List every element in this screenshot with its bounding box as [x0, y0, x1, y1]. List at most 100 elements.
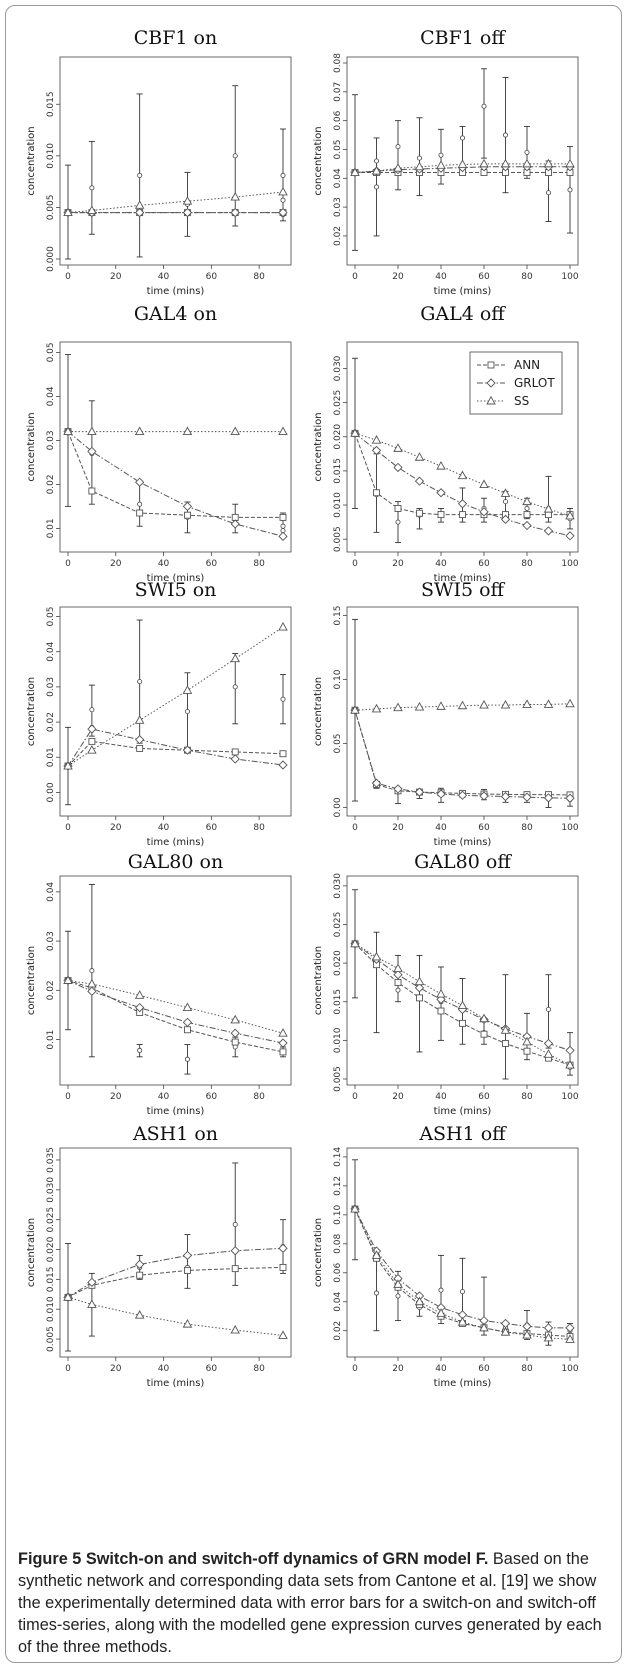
- series-marker-ss: [63, 1292, 73, 1301]
- y-tick-label: 0.05: [333, 139, 343, 159]
- y-tick-label: 0.08: [333, 53, 343, 73]
- series-marker-grlot: [457, 790, 468, 800]
- figure-frame: [5, 5, 622, 1663]
- legend-label: SS: [514, 394, 529, 408]
- y-axis-label: concentration: [26, 126, 37, 195]
- series-line-ann: [354, 433, 570, 516]
- series-marker-grlot: [414, 787, 425, 797]
- subplot-title: CBF1 off: [420, 27, 506, 49]
- series-marker-ss: [414, 161, 425, 171]
- x-tick-label: 80: [253, 823, 265, 833]
- series-marker-ann: [437, 1007, 445, 1015]
- series-marker-ss: [436, 1308, 446, 1317]
- observed-point: [395, 1293, 401, 1299]
- series-marker-ss: [393, 163, 403, 172]
- y-tick-label: 0.04: [333, 168, 343, 188]
- y-axis-label: concentration: [26, 946, 37, 1015]
- series-marker-ann: [459, 1019, 466, 1027]
- y-tick-label: 0.12: [333, 1176, 343, 1196]
- x-tick-label: 40: [158, 823, 170, 833]
- observed-point: [184, 1056, 190, 1062]
- x-tick-label: 0: [65, 559, 71, 569]
- series-line-ann: [67, 980, 284, 1053]
- series-marker-grlot: [230, 1028, 240, 1038]
- series-line-ss: [67, 1296, 284, 1336]
- observed-point: [280, 696, 286, 702]
- series-marker-ss: [87, 205, 97, 214]
- series-marker-ss: [63, 426, 73, 436]
- observed-point: [438, 1287, 444, 1293]
- y-tick-label: 0.04: [46, 882, 56, 902]
- subplot-ash1-off: ASH1 off 0 20 40 60 80 100 time (mins) 0.02 0.04 0…: [313, 1123, 579, 1389]
- series-marker-ss: [230, 653, 240, 663]
- y-tick-label: 0.00: [46, 782, 56, 802]
- series-marker-grlot: [500, 791, 511, 802]
- series-marker-ss: [371, 165, 382, 175]
- series-marker-ss: [565, 698, 575, 708]
- series-marker-ann: [523, 511, 531, 519]
- y-tick-label: 0.015: [333, 989, 343, 1015]
- observed-point: [438, 152, 444, 158]
- series-marker-ss: [522, 158, 532, 168]
- subplot-title: GAL80 on: [128, 851, 223, 873]
- series-marker-grlot: [182, 1017, 193, 1027]
- x-tick-label: 0: [352, 272, 358, 282]
- series-marker-ss: [436, 701, 446, 710]
- observed-point: [416, 155, 422, 161]
- series-marker-ss: [134, 200, 145, 209]
- x-tick-label: 100: [561, 823, 578, 833]
- series-marker-grlot: [278, 1038, 288, 1048]
- legend-diamond-icon: [486, 378, 496, 388]
- x-tick-label: 0: [352, 823, 358, 833]
- observed-point: [280, 172, 286, 178]
- series-marker-ss: [457, 470, 468, 480]
- caption-title: Figure 5 Switch-on and switch-off dynami…: [18, 1550, 484, 1568]
- x-tick-label: 40: [158, 1092, 170, 1102]
- x-tick-label: 100: [561, 1092, 578, 1102]
- series-marker-grlot: [182, 501, 193, 512]
- series-marker-ss: [436, 988, 446, 998]
- series-marker-ss: [479, 1013, 489, 1023]
- subplot-title: GAL80 off: [414, 851, 512, 873]
- plot-frame: [59, 56, 292, 266]
- y-axis-label: concentration: [313, 677, 324, 746]
- x-tick-label: 80: [521, 823, 533, 833]
- series-marker-ss: [457, 1000, 468, 1010]
- series-marker-ss: [414, 1296, 425, 1306]
- series-marker-ann: [183, 1026, 191, 1034]
- x-tick-label: 40: [158, 1364, 170, 1374]
- x-axis-label: time (mins): [434, 573, 492, 584]
- observed-point: [232, 684, 238, 690]
- series-marker-grlot: [230, 1246, 240, 1256]
- observed-point: [373, 184, 379, 190]
- observed-point: [280, 523, 286, 529]
- observed-point: [232, 1221, 238, 1227]
- series-marker-grlot: [393, 784, 403, 794]
- series-marker-ss: [134, 426, 145, 436]
- y-tick-label: 0.02: [46, 980, 56, 1000]
- series-marker-grlot: [543, 1038, 554, 1049]
- x-axis-label: time (mins): [147, 286, 205, 297]
- series-line-ann: [67, 740, 284, 767]
- x-tick-label: 60: [206, 1092, 218, 1102]
- x-tick-label: 20: [392, 272, 404, 282]
- series-marker-grlot: [182, 207, 193, 218]
- series-marker-ann: [183, 1266, 191, 1274]
- series-line-grlot: [67, 431, 284, 537]
- x-axis-label: time (mins): [147, 1378, 205, 1389]
- observed-point: [184, 709, 190, 715]
- x-tick-label: 0: [65, 1364, 71, 1374]
- x-tick-label: 60: [478, 823, 490, 833]
- plot-frame: [346, 1147, 579, 1358]
- series-marker-ss: [63, 760, 73, 770]
- x-tick-label: 0: [352, 1092, 358, 1102]
- x-tick-label: 40: [158, 559, 170, 569]
- series-marker-grlot: [278, 760, 288, 770]
- series-marker-ss: [230, 1014, 240, 1024]
- series-marker-grlot: [135, 735, 145, 745]
- x-axis-label: time (mins): [147, 1106, 205, 1117]
- observed-point: [137, 1047, 143, 1053]
- x-tick-label: 60: [478, 1092, 490, 1102]
- series-marker-ss: [87, 745, 97, 754]
